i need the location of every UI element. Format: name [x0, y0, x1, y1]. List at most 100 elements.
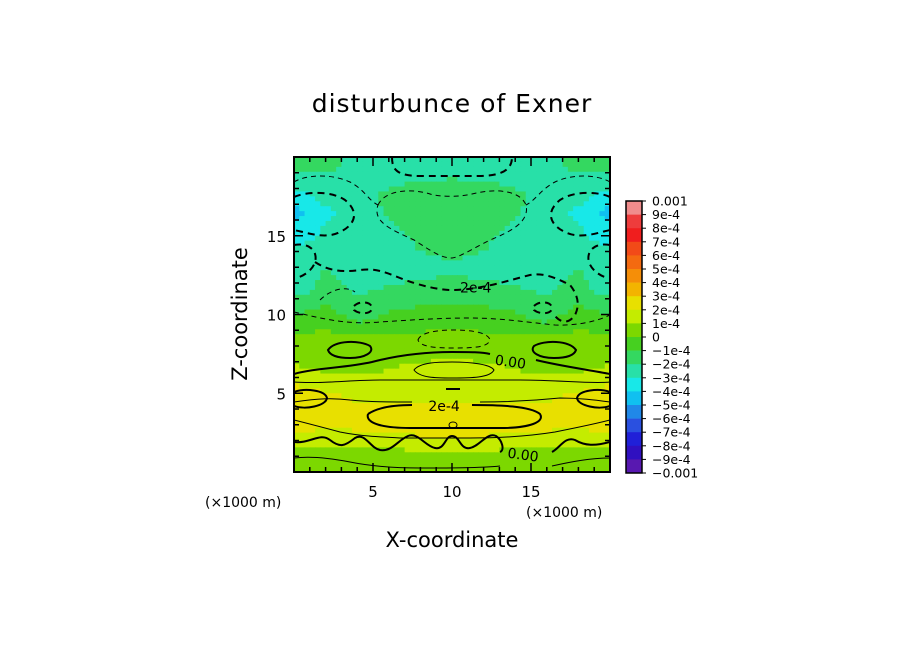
heatmap-cell [425, 452, 432, 458]
heatmap-cell [425, 186, 432, 193]
heatmap-cell [541, 206, 548, 212]
heatmap-cell [367, 265, 374, 271]
heatmap-cell [341, 417, 348, 424]
heatmap-cell [399, 166, 406, 173]
heatmap-cell [536, 363, 543, 370]
heatmap-cell [467, 201, 474, 207]
heatmap-cell [330, 462, 337, 468]
heatmap-cell [573, 201, 579, 207]
heatmap-cell [473, 216, 479, 222]
colorbar-label: 7e-4 [652, 234, 680, 249]
heatmap-cell [388, 206, 395, 212]
heatmap-cell [415, 216, 421, 222]
heatmap-cell [430, 250, 437, 257]
heatmap-cell [415, 319, 421, 325]
heatmap-cell [467, 235, 474, 242]
heatmap-cell [515, 442, 522, 448]
heatmap-cell [341, 319, 348, 325]
heatmap-cell [557, 220, 564, 227]
heatmap-cell [446, 250, 453, 257]
heatmap-cell [373, 220, 379, 227]
heatmap-cell [483, 294, 490, 301]
heatmap-cell [578, 299, 585, 306]
heatmap-cell [504, 462, 511, 468]
heatmap-cell [541, 284, 548, 291]
heatmap-cell [462, 157, 469, 163]
heatmap-cell [546, 220, 553, 227]
heatmap-cell [573, 457, 579, 463]
heatmap-cell [473, 304, 479, 311]
heatmap-cell [557, 245, 564, 252]
heatmap-cell [341, 388, 348, 394]
heatmap-cell [394, 388, 400, 394]
heatmap-cell [504, 329, 511, 335]
heatmap-cell [567, 309, 574, 316]
heatmap-cell [425, 299, 432, 306]
heatmap-cell [509, 191, 516, 197]
contour-dashed [294, 175, 379, 206]
heatmap-cell [494, 462, 500, 468]
heatmap-cell [378, 299, 385, 306]
heatmap-cell [430, 467, 437, 472]
heatmap-cell [583, 191, 590, 197]
heatmap-cell [525, 240, 532, 247]
heatmap-cell [541, 250, 548, 257]
heatmap-cell [488, 363, 495, 370]
heatmap-cell [436, 398, 443, 404]
heatmap-cell [541, 373, 548, 380]
heatmap-cell [446, 206, 453, 212]
heatmap-cell [294, 211, 300, 217]
heatmap-cell [336, 329, 342, 335]
heatmap-cell [299, 157, 306, 163]
heatmap-cell [336, 368, 342, 375]
heatmap-cell [467, 255, 474, 261]
heatmap-cell [546, 442, 553, 448]
heatmap-cell [299, 339, 306, 345]
heatmap-cell [304, 161, 311, 168]
heatmap-cell [494, 319, 500, 325]
heatmap-cell [483, 319, 490, 325]
heatmap-cell [383, 161, 390, 168]
heatmap-cell [330, 324, 337, 330]
heatmap-cell [325, 358, 332, 365]
heatmap-cell [599, 417, 606, 424]
colorbar-swatch [626, 337, 642, 351]
heatmap-cell [320, 339, 327, 345]
heatmap-cell [499, 206, 506, 212]
heatmap-cell [536, 412, 543, 419]
heatmap-cell [420, 186, 427, 193]
heatmap-cell [404, 294, 411, 301]
heatmap-cell [452, 442, 458, 448]
heatmap-cell [478, 186, 485, 193]
heatmap-cell [420, 324, 427, 330]
heatmap-cell [415, 260, 421, 266]
heatmap-cell [341, 348, 348, 355]
heatmap-cell [546, 437, 553, 444]
heatmap-cell [341, 216, 348, 222]
heatmap-cell [420, 467, 427, 472]
heatmap-cell [467, 314, 474, 321]
heatmap-cell [388, 467, 395, 472]
heatmap-cell [483, 235, 490, 242]
heatmap-cell [373, 339, 379, 345]
heatmap-cell [304, 176, 311, 183]
heatmap-cell [336, 324, 342, 330]
heatmap-cell [478, 294, 485, 301]
heatmap-cell [409, 427, 416, 434]
heatmap-cell [378, 334, 385, 340]
heatmap-cell [599, 299, 606, 306]
heatmap-cell [341, 403, 348, 409]
heatmap-cell [304, 166, 311, 173]
heatmap-cell [430, 206, 437, 212]
heatmap-cell [520, 344, 527, 350]
heatmap-cell [309, 216, 316, 222]
heatmap-cell [394, 378, 400, 385]
heatmap-cell [304, 329, 311, 335]
heatmap-cell [452, 344, 458, 350]
colorbar-swatch [626, 228, 642, 243]
heatmap-cell [552, 289, 558, 296]
heatmap-cell [536, 216, 543, 222]
heatmap-cell [494, 358, 500, 365]
heatmap-cell [531, 304, 537, 311]
heatmap-cell [536, 348, 543, 355]
